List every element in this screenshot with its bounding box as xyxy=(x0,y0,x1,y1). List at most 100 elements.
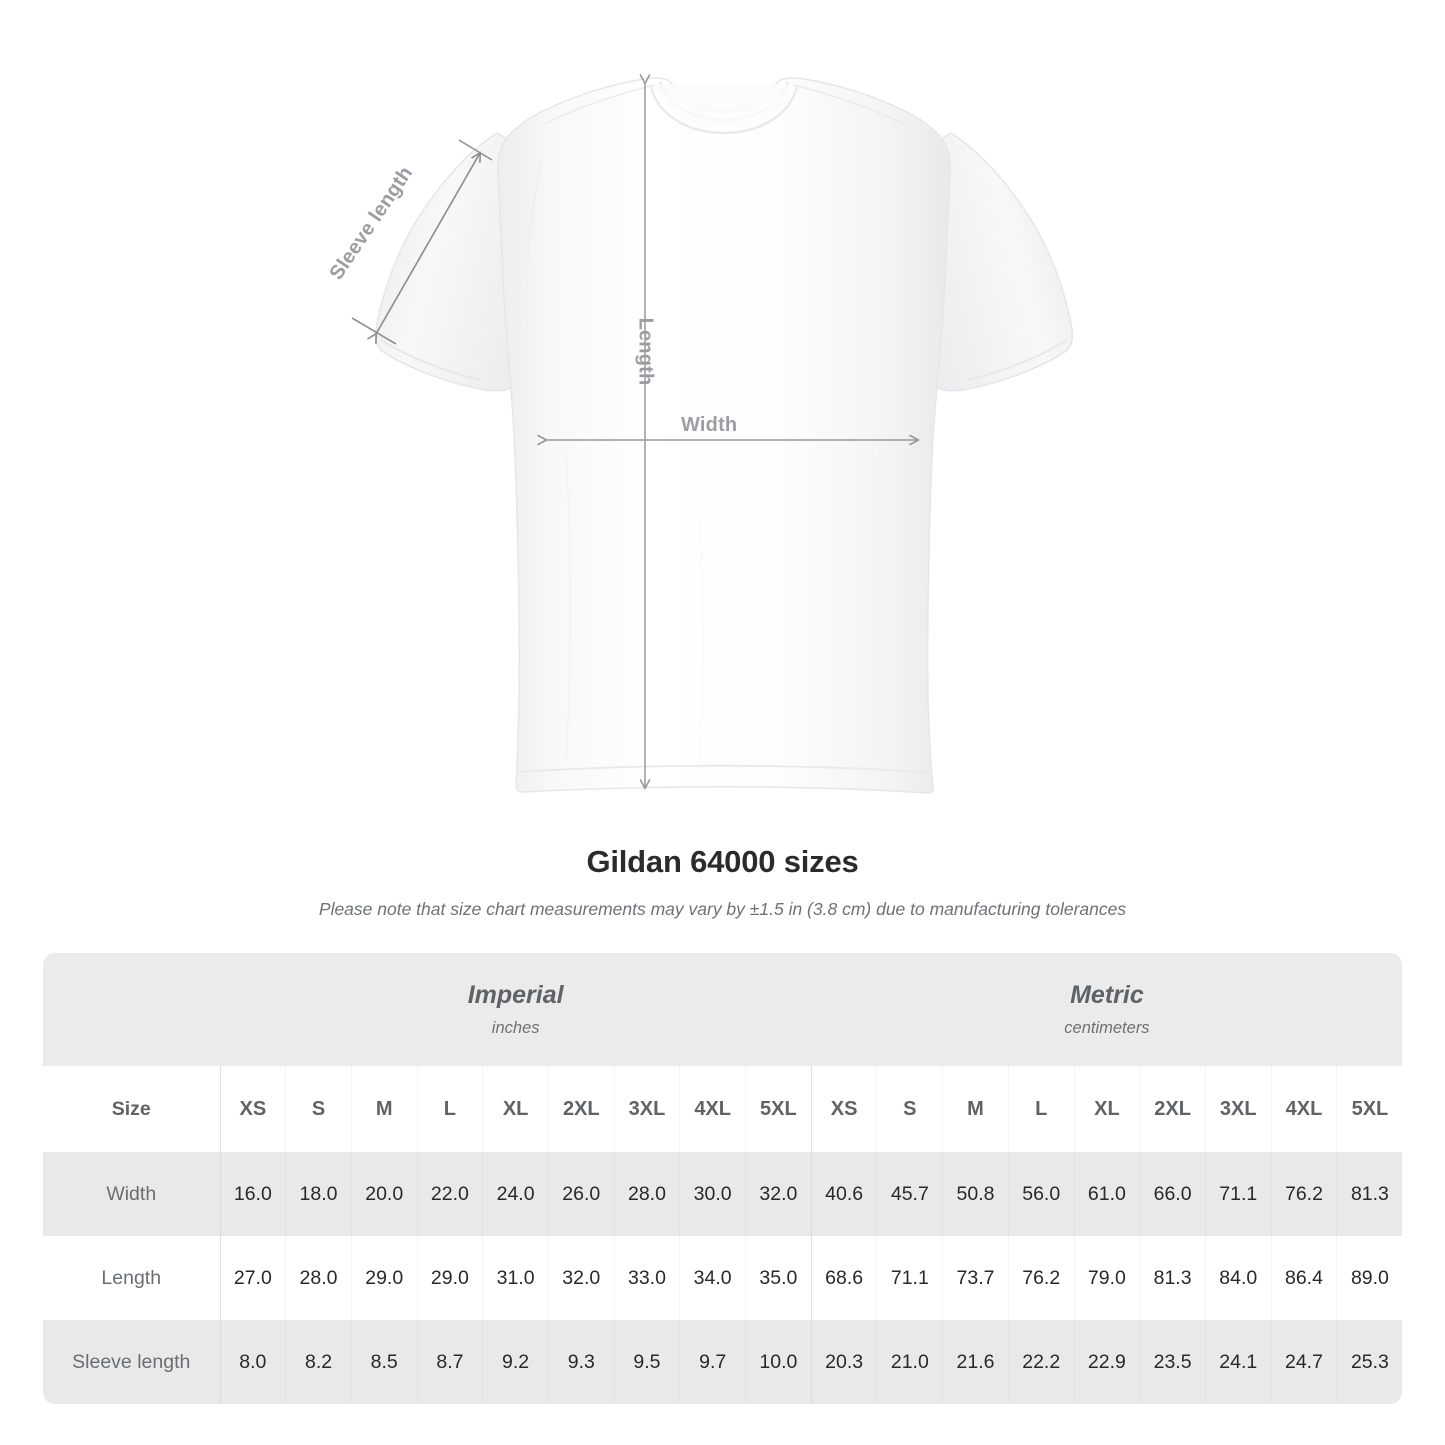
cell-width-imperial-m: 20.0 xyxy=(350,1152,418,1236)
cell-width-imperial-5xl: 32.0 xyxy=(745,1152,812,1236)
size-header-imperial-5xl: 5XL xyxy=(745,1066,812,1152)
cell-sleeve-imperial-l: 8.7 xyxy=(416,1320,483,1404)
cell-length-metric-5xl: 89.0 xyxy=(1336,1236,1402,1320)
cell-length-imperial-5xl: 35.0 xyxy=(745,1236,812,1320)
cell-sleeve-metric-m: 21.6 xyxy=(942,1320,1009,1404)
banner-imperial: Imperial inches xyxy=(220,953,812,1066)
size-header-imperial-s: S xyxy=(285,1066,352,1152)
table-row: Width 16.0 18.0 20.0 22.0 24.0 26.0 28.0… xyxy=(43,1152,1402,1236)
cell-width-metric-4xl: 76.2 xyxy=(1270,1152,1337,1236)
cell-length-imperial-xl: 31.0 xyxy=(482,1236,549,1320)
size-header-metric-xl: XL xyxy=(1073,1066,1140,1152)
size-header-imperial-xs: XS xyxy=(219,1066,286,1152)
cell-width-metric-s: 45.7 xyxy=(876,1152,943,1236)
cell-sleeve-imperial-4xl: 9.7 xyxy=(679,1320,746,1404)
cell-sleeve-metric-l: 22.2 xyxy=(1007,1320,1075,1404)
cell-sleeve-metric-s: 21.0 xyxy=(876,1320,943,1404)
cell-length-metric-m: 73.7 xyxy=(942,1236,1009,1320)
cell-width-imperial-xs: 16.0 xyxy=(219,1152,286,1236)
cell-sleeve-metric-xl: 22.9 xyxy=(1073,1320,1140,1404)
cell-sleeve-metric-2xl: 23.5 xyxy=(1139,1320,1206,1404)
size-header-metric-s: S xyxy=(876,1066,943,1152)
length-label: Length xyxy=(634,317,657,386)
cell-width-imperial-s: 18.0 xyxy=(285,1152,352,1236)
cell-sleeve-imperial-5xl: 10.0 xyxy=(745,1320,812,1404)
cell-length-metric-4xl: 86.4 xyxy=(1270,1236,1337,1320)
size-row-label: Size xyxy=(43,1066,220,1152)
cell-length-imperial-m: 29.0 xyxy=(350,1236,418,1320)
size-header-metric-3xl: 3XL xyxy=(1204,1066,1272,1152)
cell-length-metric-s: 71.1 xyxy=(876,1236,943,1320)
size-header-row: Size XS S M L XL 2XL 3XL 4XL 5XL XS S M … xyxy=(43,1066,1402,1152)
sleeve-cap-top xyxy=(458,139,493,161)
banner-imperial-name: Imperial xyxy=(467,981,564,1009)
size-header-metric-4xl: 4XL xyxy=(1270,1066,1337,1152)
cell-width-imperial-xl: 24.0 xyxy=(482,1152,549,1236)
banner-metric-unit: centimeters xyxy=(1064,1019,1150,1037)
cell-sleeve-metric-4xl: 24.7 xyxy=(1270,1320,1337,1404)
size-header-imperial-m: M xyxy=(350,1066,418,1152)
cell-sleeve-imperial-xl: 9.2 xyxy=(482,1320,549,1404)
cell-width-metric-2xl: 66.0 xyxy=(1139,1152,1206,1236)
row-label-width: Width xyxy=(43,1152,220,1236)
dimension-arrows xyxy=(351,74,920,790)
size-header-imperial-4xl: 4XL xyxy=(679,1066,746,1152)
cell-sleeve-metric-3xl: 24.1 xyxy=(1204,1320,1272,1404)
cell-width-metric-m: 50.8 xyxy=(942,1152,1009,1236)
size-header-metric-xs: XS xyxy=(810,1066,877,1152)
size-chart-table-wrapper: Imperial inches Metric centimeters Size … xyxy=(43,953,1402,1404)
cell-width-metric-3xl: 71.1 xyxy=(1204,1152,1272,1236)
cell-sleeve-metric-5xl: 25.3 xyxy=(1336,1320,1402,1404)
cell-length-imperial-xs: 27.0 xyxy=(219,1236,286,1320)
table-row: Sleeve length 8.0 8.2 8.5 8.7 9.2 9.3 9.… xyxy=(43,1320,1402,1404)
row-label-length: Length xyxy=(43,1236,220,1320)
cell-length-imperial-s: 28.0 xyxy=(285,1236,352,1320)
sleeve-length-arrow xyxy=(367,151,482,345)
page-title: Gildan 64000 sizes xyxy=(586,844,859,879)
cell-width-metric-xl: 61.0 xyxy=(1073,1152,1140,1236)
size-header-imperial-xl: XL xyxy=(482,1066,549,1152)
tshirt-illustration xyxy=(351,74,1074,794)
cell-length-metric-xs: 68.6 xyxy=(810,1236,877,1320)
cell-width-metric-5xl: 81.3 xyxy=(1336,1152,1402,1236)
cell-sleeve-imperial-s: 8.2 xyxy=(285,1320,352,1404)
system-banner-row: Imperial inches Metric centimeters xyxy=(43,953,1402,1066)
cell-length-imperial-l: 29.0 xyxy=(416,1236,483,1320)
size-chart-table: Imperial inches Metric centimeters Size … xyxy=(43,953,1402,1404)
tshirt-diagram: Sleeve length Length Width xyxy=(325,74,1074,794)
size-header-imperial-2xl: 2XL xyxy=(547,1066,615,1152)
sleeve-cap-bottom xyxy=(351,317,397,345)
table-row: Length 27.0 28.0 29.0 29.0 31.0 32.0 33.… xyxy=(43,1236,1402,1320)
size-header-imperial-3xl: 3XL xyxy=(613,1066,680,1152)
banner-spacer xyxy=(43,953,220,1066)
cell-length-imperial-3xl: 33.0 xyxy=(613,1236,680,1320)
cell-sleeve-metric-xs: 20.3 xyxy=(810,1320,877,1404)
banner-imperial-unit: inches xyxy=(491,1019,540,1037)
cell-length-metric-3xl: 84.0 xyxy=(1204,1236,1272,1320)
banner-metric-name: Metric xyxy=(1070,981,1144,1009)
size-header-metric-5xl: 5XL xyxy=(1336,1066,1402,1152)
cell-sleeve-imperial-3xl: 9.5 xyxy=(613,1320,680,1404)
size-header-metric-m: M xyxy=(942,1066,1009,1152)
cell-sleeve-imperial-2xl: 9.3 xyxy=(547,1320,615,1404)
cell-sleeve-imperial-xs: 8.0 xyxy=(219,1320,286,1404)
cell-width-imperial-2xl: 26.0 xyxy=(547,1152,615,1236)
cell-length-metric-2xl: 81.3 xyxy=(1139,1236,1206,1320)
cell-length-imperial-2xl: 32.0 xyxy=(547,1236,615,1320)
size-header-metric-l: L xyxy=(1007,1066,1075,1152)
tolerance-note: Please note that size chart measurements… xyxy=(318,899,1127,919)
cell-length-metric-l: 76.2 xyxy=(1007,1236,1075,1320)
size-header-metric-2xl: 2XL xyxy=(1139,1066,1206,1152)
size-header-imperial-l: L xyxy=(416,1066,483,1152)
row-label-sleeve-length: Sleeve length xyxy=(43,1320,220,1404)
cell-length-imperial-4xl: 34.0 xyxy=(679,1236,746,1320)
width-label: Width xyxy=(681,414,738,436)
cell-length-metric-xl: 79.0 xyxy=(1073,1236,1140,1320)
cell-width-imperial-l: 22.0 xyxy=(416,1152,483,1236)
cell-width-metric-l: 56.0 xyxy=(1007,1152,1075,1236)
cell-width-metric-xs: 40.6 xyxy=(810,1152,877,1236)
cell-width-imperial-3xl: 28.0 xyxy=(613,1152,680,1236)
cell-sleeve-imperial-m: 8.5 xyxy=(350,1320,418,1404)
banner-metric: Metric centimeters xyxy=(811,953,1402,1066)
chart-heading: Gildan 64000 sizes Please note that size… xyxy=(0,844,1445,920)
